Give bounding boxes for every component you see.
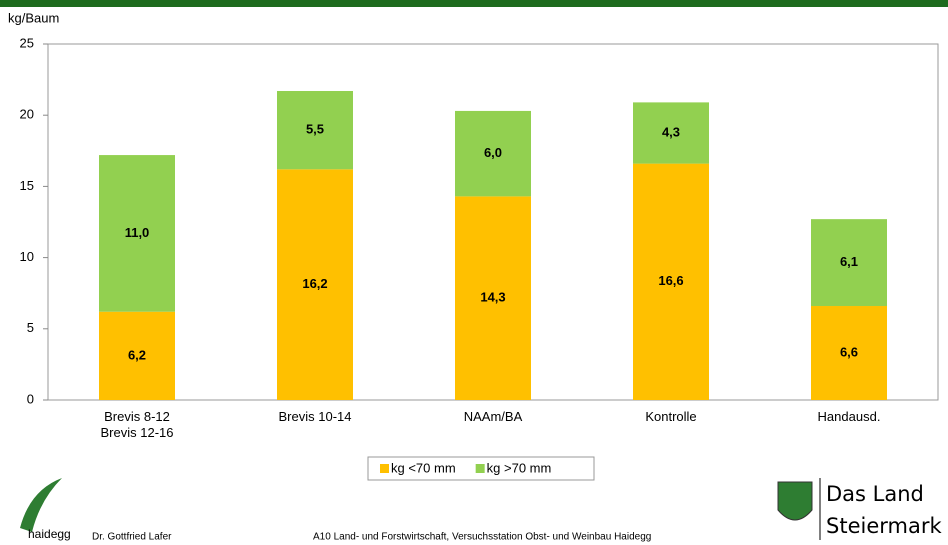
- bar-segment: [277, 169, 353, 400]
- bar-segment: [455, 196, 531, 400]
- bar-segment: [99, 311, 175, 400]
- x-tick-label: Handausd.: [817, 409, 881, 424]
- logo-line2: Steiermark: [826, 514, 942, 538]
- y-tick-label: 15: [20, 178, 34, 193]
- data-label: 16,6: [658, 273, 683, 288]
- coat-of-arms: [777, 481, 813, 521]
- legend-swatch: [475, 464, 485, 473]
- legend-swatch: [380, 464, 389, 473]
- bar-segment: [633, 102, 709, 164]
- bar-segment: [811, 219, 887, 307]
- data-label: 14,3: [480, 290, 505, 305]
- author: Dr. Gottfried Lafer: [92, 532, 172, 543]
- data-label: 6,2: [128, 347, 146, 362]
- x-tick-label: Brevis 8-12 Brevis 12-16: [100, 409, 174, 440]
- y-tick-label: 5: [27, 320, 34, 335]
- data-label: 6,0: [484, 145, 502, 160]
- data-label: 6,1: [840, 254, 858, 269]
- haidegg-logo: [20, 478, 62, 532]
- y-tick-label: 10: [20, 249, 34, 264]
- bar-segment: [99, 155, 175, 312]
- bar-segment: [633, 163, 709, 400]
- logo-line1: Das Land: [826, 482, 924, 506]
- data-label: 11,0: [125, 225, 150, 240]
- x-tick-label: Kontrolle: [645, 409, 697, 424]
- brand: haidegg: [28, 527, 71, 541]
- bar-segment: [277, 90, 353, 170]
- y-tick-label: 25: [20, 35, 34, 50]
- x-tick-label: Brevis 10-14: [278, 409, 352, 424]
- x-tick-label: NAAm/BA: [463, 409, 523, 424]
- institution: A10 Land- und Forstwirtschaft, Versuchss…: [313, 532, 651, 543]
- bar-segment: [811, 306, 887, 400]
- legend-label: kg >70 mm: [487, 460, 552, 475]
- top-bar: [0, 0, 948, 7]
- y-axis-label: kg/Baum: [8, 10, 59, 25]
- y-tick-label: 0: [27, 391, 34, 406]
- bar-segment: [455, 110, 531, 197]
- y-tick-label: 20: [20, 107, 34, 122]
- data-label: 6,6: [840, 344, 858, 359]
- data-label: 16,2: [302, 276, 327, 291]
- data-label: 5,5: [306, 122, 324, 137]
- legend-label: kg <70 mm: [391, 460, 456, 475]
- data-label: 4,3: [662, 124, 680, 139]
